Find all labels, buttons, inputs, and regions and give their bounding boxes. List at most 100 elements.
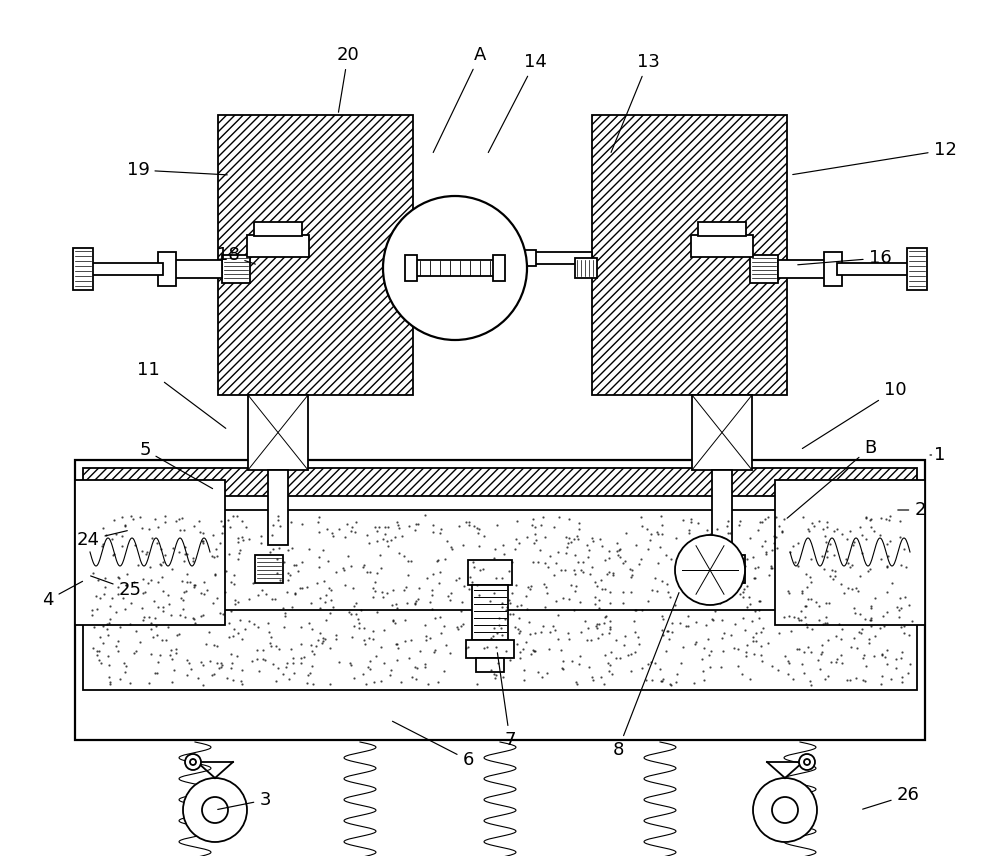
Point: [146, 594, 162, 608]
Point: [319, 522, 335, 536]
Point: [745, 630, 761, 644]
Point: [554, 661, 570, 675]
Point: [708, 580, 724, 593]
Point: [399, 596, 415, 609]
Point: [175, 603, 191, 616]
Point: [431, 576, 447, 590]
Circle shape: [675, 535, 745, 605]
Point: [662, 590, 678, 603]
Point: [660, 586, 676, 599]
Point: [842, 673, 858, 687]
Point: [385, 613, 401, 627]
Point: [594, 582, 610, 596]
Point: [232, 543, 248, 556]
Point: [195, 658, 211, 672]
Text: 25: 25: [91, 576, 142, 599]
Point: [634, 662, 650, 675]
Point: [854, 622, 870, 636]
Point: [272, 519, 288, 532]
Point: [493, 621, 509, 635]
Point: [132, 635, 148, 649]
Point: [339, 517, 355, 531]
Point: [373, 640, 389, 654]
Point: [123, 509, 139, 523]
Point: [300, 669, 316, 682]
Point: [318, 588, 334, 602]
Point: [857, 674, 873, 687]
Point: [882, 534, 898, 548]
Point: [347, 525, 363, 538]
Point: [878, 513, 894, 526]
Point: [360, 660, 376, 674]
Point: [299, 676, 315, 690]
Point: [526, 644, 542, 657]
Point: [206, 639, 222, 652]
Point: [763, 559, 779, 573]
Bar: [692, 395, 752, 470]
Point: [893, 558, 909, 572]
Circle shape: [772, 797, 798, 823]
Point: [643, 527, 659, 541]
Point: [781, 586, 797, 599]
Point: [681, 526, 697, 539]
Point: [84, 603, 100, 617]
Point: [712, 596, 728, 609]
Point: [834, 657, 850, 670]
Point: [410, 592, 426, 606]
Point: [800, 522, 816, 536]
Point: [494, 628, 510, 642]
Point: [92, 630, 108, 644]
Bar: [83, 510, 917, 690]
Point: [623, 664, 639, 678]
Point: [362, 663, 378, 676]
Point: [817, 529, 833, 543]
Point: [800, 639, 816, 653]
Point: [411, 581, 427, 595]
Point: [212, 536, 228, 550]
Point: [309, 576, 325, 590]
Point: [891, 610, 907, 624]
Point: [668, 531, 684, 544]
Bar: [775, 480, 925, 625]
Point: [328, 632, 344, 645]
Point: [845, 538, 861, 552]
Point: [485, 628, 501, 642]
Point: [840, 556, 856, 570]
Point: [283, 515, 299, 529]
Point: [221, 547, 237, 561]
Point: [873, 552, 889, 566]
Point: [533, 519, 549, 532]
Point: [634, 603, 650, 616]
Point: [739, 552, 755, 566]
Point: [893, 620, 909, 633]
Point: [566, 563, 582, 577]
Point: [555, 591, 571, 605]
Point: [469, 678, 485, 692]
Point: [150, 520, 166, 533]
Point: [781, 656, 797, 669]
Point: [816, 562, 832, 576]
Point: [754, 654, 770, 668]
Point: [776, 609, 792, 623]
Point: [678, 619, 694, 633]
Point: [123, 597, 139, 610]
Point: [287, 587, 303, 601]
Text: 10: 10: [802, 381, 906, 449]
Point: [823, 655, 839, 669]
Point: [471, 522, 487, 536]
Point: [879, 605, 895, 619]
Point: [702, 526, 718, 540]
Point: [227, 597, 243, 611]
Point: [101, 670, 117, 684]
Point: [844, 558, 860, 572]
Point: [442, 593, 458, 607]
Point: [355, 560, 371, 574]
Point: [892, 530, 908, 544]
Point: [866, 524, 882, 538]
Point: [458, 514, 474, 528]
Text: 4: 4: [42, 581, 83, 609]
Point: [891, 603, 907, 617]
Point: [806, 520, 822, 533]
Point: [581, 660, 597, 674]
Point: [350, 612, 366, 626]
